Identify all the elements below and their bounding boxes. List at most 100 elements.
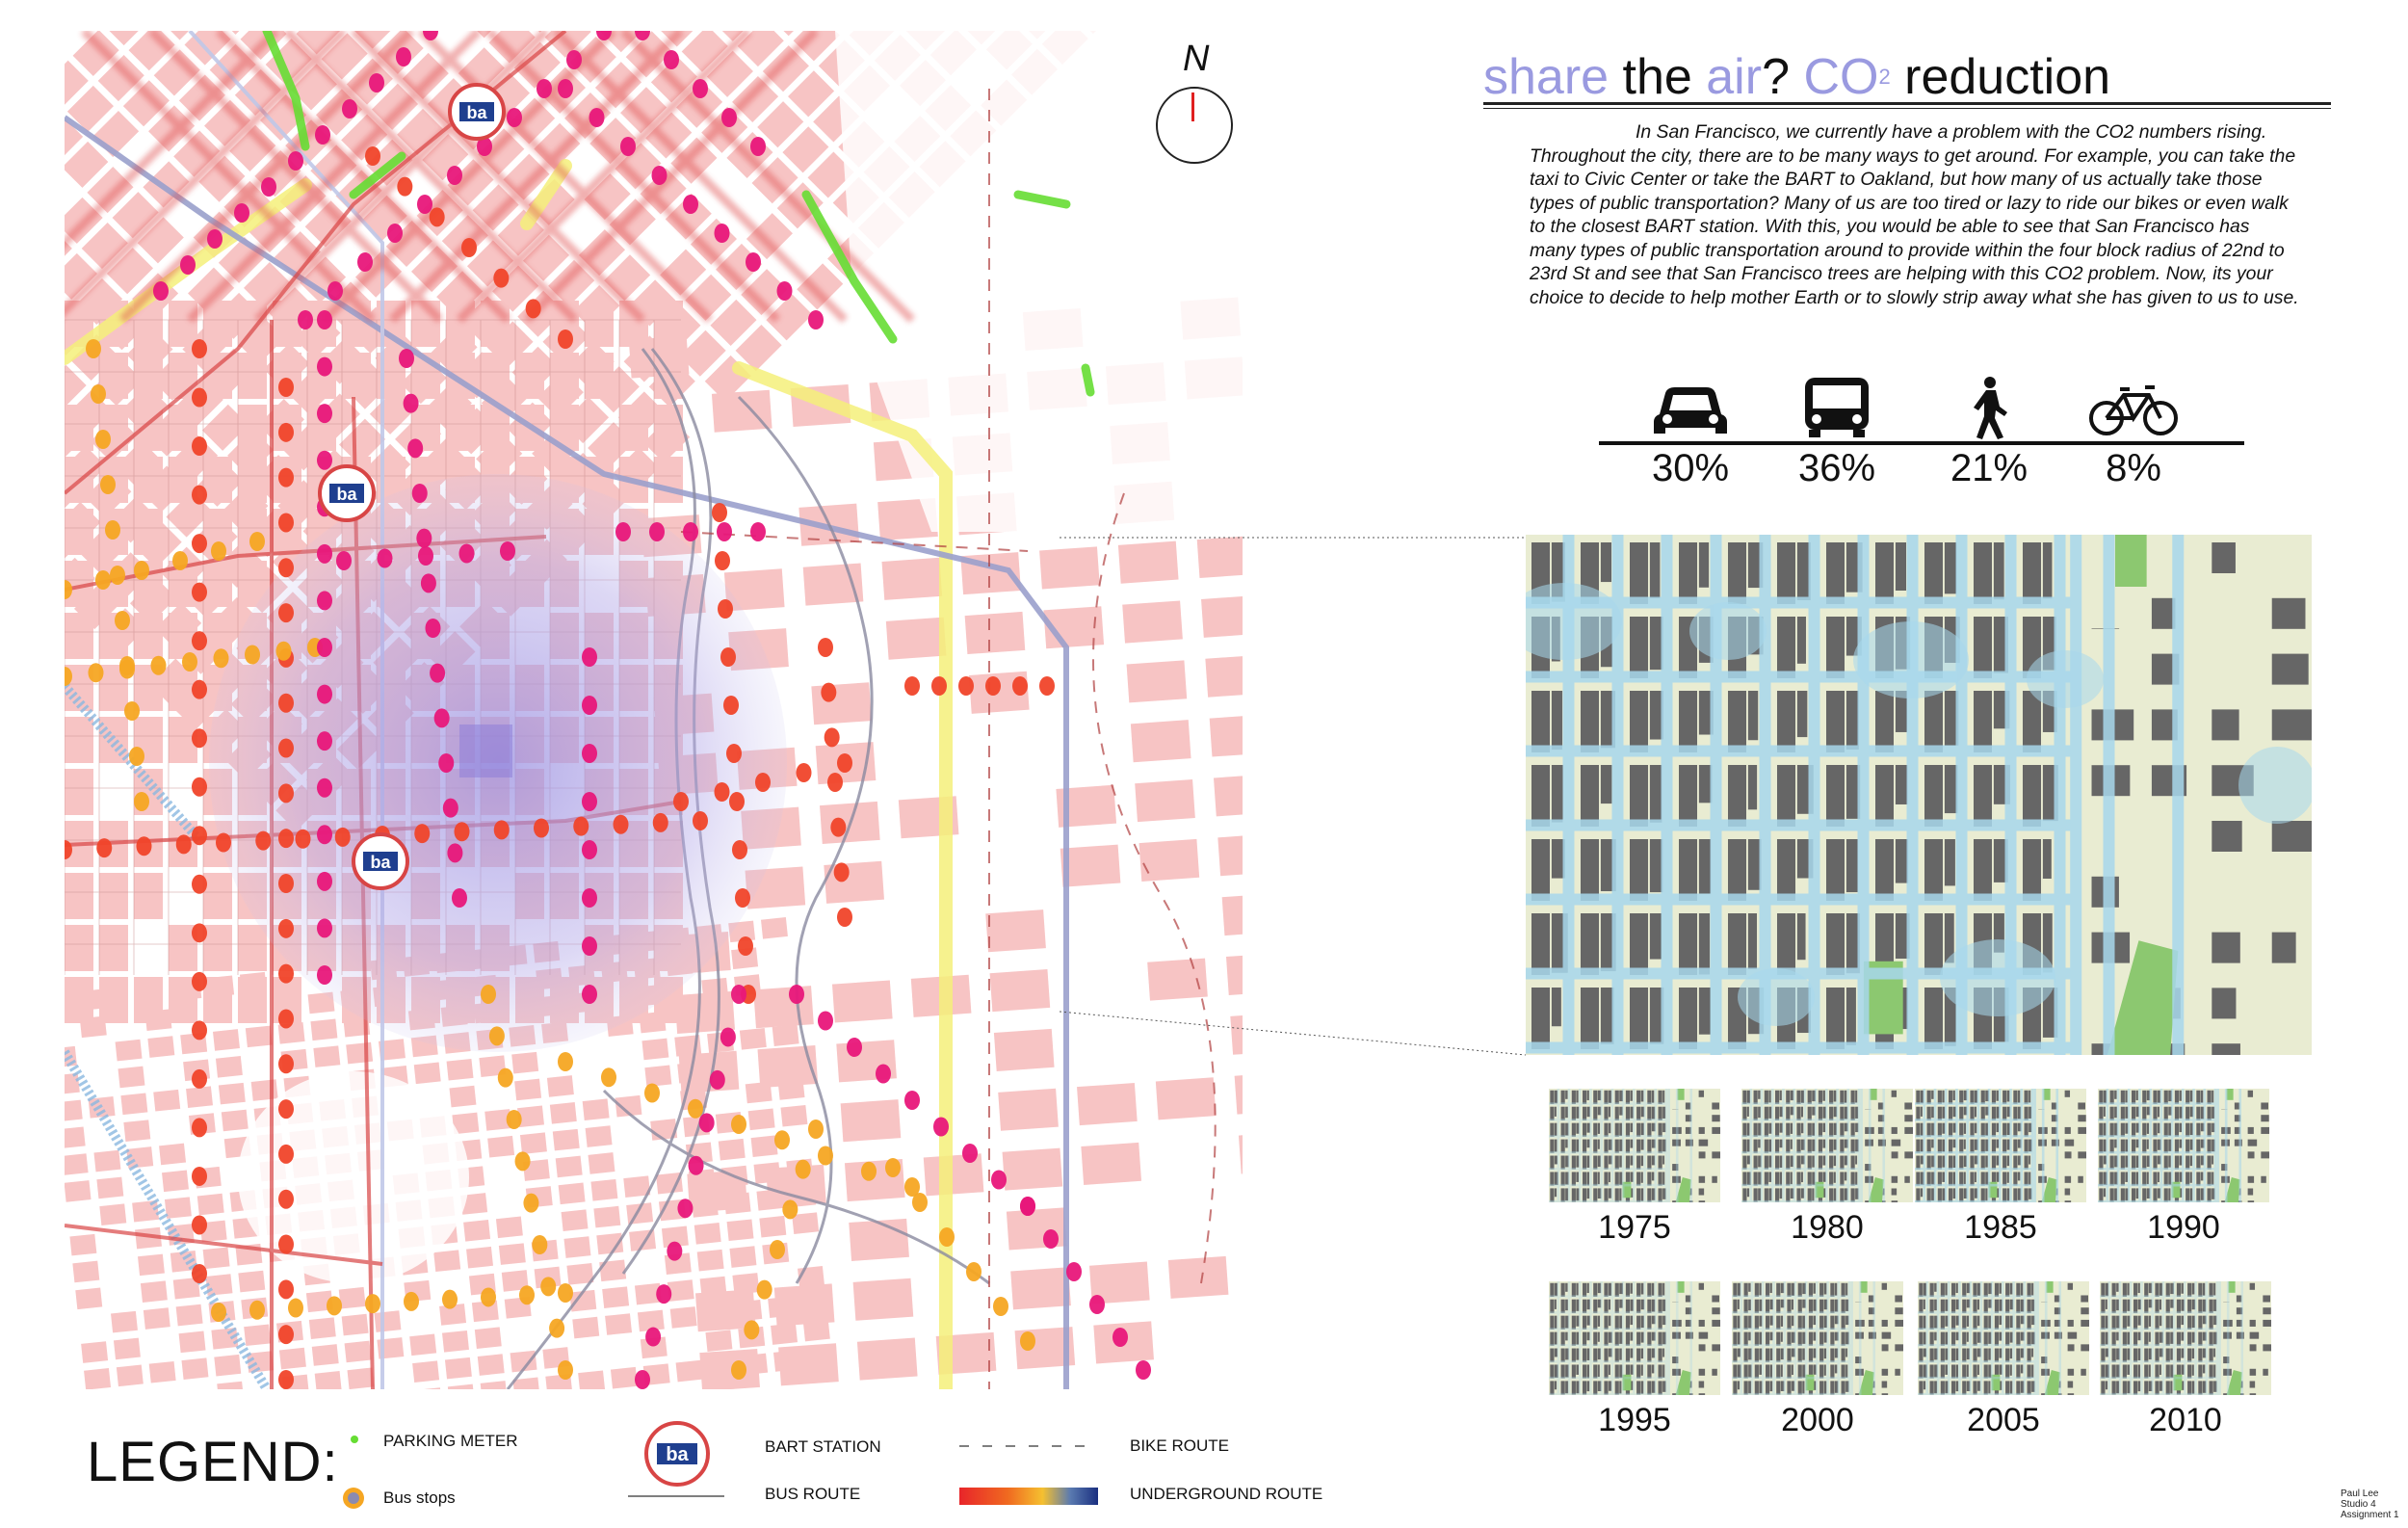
thumb-1995-building [1614,1315,1619,1330]
city-block [65,1072,80,1095]
city-block [555,1155,583,1178]
city-block [173,130,221,177]
year-thumbnail-1980[interactable] [1741,1089,1913,1202]
bus-stop [582,647,597,667]
thumb-2010-building [2155,1331,2159,1346]
zoom-building [1747,839,1762,890]
thumb-1990-building [2247,1151,2255,1159]
downtown-route [80,31,377,324]
year-thumbnail-2005[interactable] [1918,1281,2089,1395]
thumb-1980-building [1844,1090,1847,1103]
thumb-1980-building [1807,1139,1812,1153]
thumb-1995-building [1604,1282,1609,1297]
thumb-1975-building [1630,1172,1634,1182]
city-block [169,353,197,399]
city-block [582,1098,610,1121]
thumb-2005-building [2041,1319,2051,1327]
city-block [338,1286,366,1309]
year-thumbnail-2000[interactable] [1732,1281,1903,1395]
thumb-2010-building [2223,1331,2232,1339]
thumb-1995-building [1550,1348,1555,1362]
city-block [134,405,163,451]
thumb-2000-building [1802,1364,1806,1379]
thumb-2010-building [2181,1331,2185,1341]
year-thumbnail-1990[interactable] [2098,1089,2269,1202]
year-thumbnail-1975[interactable] [1549,1089,1720,1202]
thumb-2005-building [1950,1282,1956,1297]
thumb-2010-building [2249,1282,2256,1290]
thumb-1980-building [1829,1139,1834,1153]
thumb-2005-building [1923,1315,1926,1330]
transit-map[interactable]: ba ba ba [65,31,1243,1389]
thumb-1980-building [1822,1172,1826,1182]
co2-zoom-map[interactable] [1526,535,2312,1055]
zoom-building [1974,691,1992,752]
thumb-1990-building [2153,1172,2158,1186]
thumb-1975-building [1560,1155,1565,1170]
thumb-2010-building [2176,1348,2182,1362]
year-thumbnail-1995[interactable] [1549,1281,1720,1395]
bus-stop [818,1011,833,1031]
thumb-1990-building [2189,1139,2193,1150]
thumb-1990-building [2179,1188,2183,1198]
zoom-park [2115,535,2147,587]
thumb-1985-building [2078,1151,2086,1159]
year-thumbnail-1985[interactable] [1915,1089,2086,1202]
city-block [172,1277,200,1300]
thumb-1980-building [1768,1172,1772,1182]
thumb-1995-building [1614,1331,1619,1346]
bus-stop [732,840,747,859]
thumb-2010-building [2187,1282,2192,1297]
bus-stop [278,1370,294,1389]
thumb-2005-building [1929,1348,1934,1362]
mode-car-percent: 30% [1651,447,1730,489]
thumb-1990-building [2207,1090,2212,1104]
bus-stop [824,727,840,748]
thumb-1990-building [2186,1155,2190,1170]
thumb-1980-building [1746,1106,1749,1117]
zoom-building [1875,691,1894,752]
city-block [128,31,175,71]
underground-route-gradient-icon [959,1488,1098,1505]
thumb-1980-building [1840,1122,1845,1137]
thumb-2000-building [1737,1331,1741,1345]
thumb-1985-building [1991,1122,1997,1137]
thumb-1985-building [2006,1188,2010,1201]
city-block [446,405,475,451]
thumb-1990-building [2247,1126,2254,1134]
legend-bike-route: BIKE ROUTE [1130,1436,1229,1455]
title-the: the [1609,49,1707,105]
north-label: N [1183,39,1210,79]
city-block [766,1164,826,1207]
thumb-1980-building [1891,1090,1898,1097]
thumb-1995-building [1651,1364,1655,1374]
thumb-1975-building [1636,1090,1641,1104]
city-block [1060,844,1121,887]
thumb-1990-building [2103,1122,2107,1137]
city-block [144,1009,172,1032]
co2-cloud [2027,650,2104,708]
thumb-1990-building [2125,1155,2129,1168]
thumb-1990-building [2146,1139,2149,1149]
thumb-2000-building [1733,1282,1738,1297]
thumb-1990-building [2186,1090,2190,1104]
thumb-2010-building [2133,1381,2138,1395]
compass-icon [1156,87,1233,164]
thumb-2000-building [1813,1348,1817,1358]
bike-routes [680,89,1217,1389]
thumb-2005-building [2031,1348,2034,1357]
thumb-2005-building [1973,1364,1977,1379]
thumb-1990-building [2142,1155,2147,1170]
bus-stop [837,753,852,773]
bus-stop [596,31,612,40]
thumb-2000-building [1808,1282,1814,1297]
thumb-1980-building [1758,1188,1762,1201]
bus-stop [688,1155,704,1175]
thumb-1990-building [2114,1172,2118,1185]
bus-stop [315,125,330,145]
thumb-1980-building [1768,1188,1772,1201]
city-block [550,353,579,399]
year-thumbnail-2010[interactable] [2100,1281,2271,1395]
thumb-2010-building [2181,1282,2184,1294]
city-block [463,1220,491,1242]
